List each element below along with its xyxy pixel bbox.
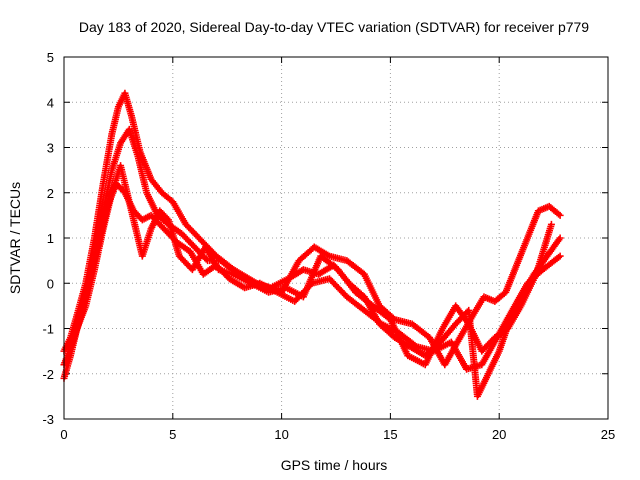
y-tick-label: -2 [42, 367, 54, 382]
y-axis-label: SDTVAR / TECUs [7, 182, 23, 294]
y-tick-label: 1 [47, 231, 54, 246]
x-tick-label: 20 [492, 427, 506, 442]
plot-frame [63, 56, 609, 420]
x-tick-label: 15 [383, 427, 397, 442]
data-point [163, 214, 171, 222]
y-tick-label: -1 [42, 322, 54, 337]
data-point [547, 220, 555, 228]
x-tick-label: 0 [60, 427, 67, 442]
y-tick-label: 4 [47, 95, 54, 110]
x-axis-label: GPS time / hours [281, 457, 388, 473]
data-point [556, 234, 564, 242]
data-point [556, 252, 564, 260]
data-point [556, 211, 564, 219]
x-tick-labels: 0 5 10 15 20 25 [60, 427, 615, 442]
x-tick-label: 25 [601, 427, 615, 442]
y-tick-label: 3 [47, 141, 54, 156]
x-tick-label: 5 [169, 427, 176, 442]
chart-title: Day 183 of 2020, Sidereal Day-to-day VTE… [79, 19, 589, 35]
data-points [60, 89, 564, 400]
x-tick-label: 10 [274, 427, 288, 442]
y-tick-label: 2 [47, 186, 54, 201]
y-tick-labels: -3 -2 -1 0 1 2 3 4 5 [42, 50, 54, 427]
y-tick-label: -3 [42, 412, 54, 427]
y-tick-label: 0 [47, 276, 54, 291]
y-tick-label: 5 [47, 50, 54, 65]
